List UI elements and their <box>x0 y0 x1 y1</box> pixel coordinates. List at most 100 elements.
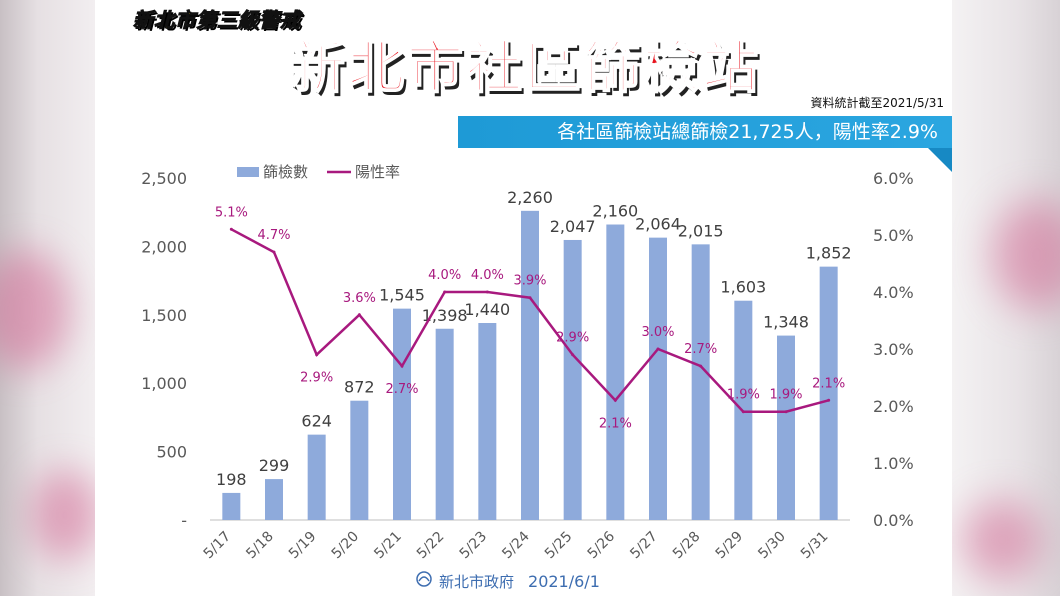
x-tick-label: 5/20 <box>329 529 363 563</box>
right-axis-tick-label: 1.0% <box>873 454 914 473</box>
x-tick-label: 5/21 <box>371 529 405 563</box>
banner-fold-decoration <box>928 148 952 172</box>
line-data-label: 2.7% <box>684 342 717 357</box>
right-axis-tick-label: 0.0% <box>873 511 914 530</box>
legend-line-label: 陽性率 <box>355 163 400 181</box>
bar-data-label: 299 <box>259 456 290 475</box>
bar-data-label: 198 <box>216 470 247 489</box>
left-axis-tick-label: 2,500 <box>141 169 187 188</box>
line-point <box>528 296 532 300</box>
bar-series <box>222 210 838 520</box>
line-point <box>229 227 233 231</box>
org-logo-text: 新北市政府 <box>439 572 515 591</box>
bar-data-label: 2,160 <box>592 202 638 221</box>
left-axis-tick-label: 1,000 <box>141 374 187 393</box>
x-tick-label: 5/17 <box>201 529 235 563</box>
bar <box>819 266 838 520</box>
alert-level-label: 新北市第三級警戒 <box>133 8 301 33</box>
chart-legend: 篩檢數 陽性率 <box>237 163 400 181</box>
bar-data-label: 2,260 <box>507 188 553 207</box>
line-data-label: 2.9% <box>556 331 589 346</box>
bar-data-label: 2,064 <box>635 215 681 234</box>
x-tick-label: 5/23 <box>457 529 491 563</box>
line-series <box>229 227 831 414</box>
line-point <box>272 250 276 254</box>
page-title: 新北市社區篩檢站 <box>288 35 761 102</box>
right-axis-tick-label: 5.0% <box>873 226 914 245</box>
left-axis-tick-label: - <box>181 511 187 530</box>
line-data-label: 3.9% <box>513 274 546 289</box>
bar <box>691 244 710 520</box>
bar <box>222 492 241 520</box>
bar-data-label: 1,440 <box>464 300 510 319</box>
bar-data-label: 872 <box>344 378 375 397</box>
background-right <box>952 0 1060 596</box>
x-tick-label: 5/26 <box>585 528 619 562</box>
left-axis-tick-label: 500 <box>156 443 187 462</box>
x-tick-label: 5/25 <box>542 529 576 563</box>
bar <box>265 479 283 520</box>
line-data-label: 4.7% <box>257 228 290 243</box>
left-axis-tick-label: 1,500 <box>141 306 187 325</box>
line-point <box>315 353 319 357</box>
bar-data-label: 2,047 <box>550 217 596 236</box>
line-point <box>400 364 404 368</box>
bar <box>307 434 326 520</box>
x-axis-tick-labels: 5/17 5/18 5/19 5/20 5/21 5/22 5/23 5/24 5/25 5/26… <box>201 528 832 562</box>
bar <box>777 335 795 520</box>
x-tick-label: 5/29 <box>713 529 747 563</box>
line-data-label: 2.1% <box>812 376 845 391</box>
bar-data-label: 1,348 <box>763 313 809 332</box>
bar <box>521 210 539 520</box>
right-axis-tick-label: 4.0% <box>873 283 914 302</box>
bar-data-label: 1,852 <box>806 244 852 263</box>
line-point <box>784 410 788 414</box>
footer-date: 2021/6/1 <box>528 571 600 591</box>
bar-data-label: 624 <box>301 412 332 431</box>
line-point <box>656 347 660 351</box>
bar-data-label: 2,015 <box>678 221 724 240</box>
bar <box>350 400 369 520</box>
line-data-label: 1.9% <box>769 388 802 403</box>
left-axis-tick-label: 2,000 <box>141 237 187 256</box>
line-data-label: 2.1% <box>599 416 632 431</box>
legend-bar-label: 篩檢數 <box>263 163 308 181</box>
bar-data-labels: 1982996248721,5451,3981,4402,2602,0472,1… <box>216 188 852 489</box>
left-axis: - 500 1,000 1,500 2,000 2,500 <box>141 169 187 530</box>
x-tick-label: 5/19 <box>286 529 320 563</box>
line-point <box>613 398 617 402</box>
summary-banner: 各社區篩檢站總篩檢21,725人，陽性率2.9% <box>458 116 952 148</box>
bar-data-label: 1,603 <box>720 278 766 297</box>
bar <box>563 239 582 520</box>
line-point <box>571 353 575 357</box>
background-left <box>0 0 100 596</box>
line-point <box>357 313 361 317</box>
line-data-label: 2.7% <box>385 382 418 397</box>
x-tick-label: 5/22 <box>414 529 448 563</box>
bar <box>478 323 497 520</box>
x-tick-label: 5/31 <box>798 529 832 563</box>
line-point <box>741 410 745 414</box>
line-data-label: 2.9% <box>300 371 333 386</box>
combo-chart: 篩檢數 陽性率 - 500 1,000 1,500 2,000 2,500 0.0% 1.0… <box>141 163 914 562</box>
line-data-label: 4.0% <box>428 268 461 283</box>
right-axis: 0.0% 1.0% 2.0% 3.0% 4.0% 5.0% 6.0% <box>873 169 914 530</box>
line-data-labels: 5.1% 4.7% 2.9% 3.6% 2.7% 4.0% 4.0% 3.9% 2.9% 2.1%… <box>215 205 845 431</box>
right-axis-tick-label: 3.0% <box>873 340 914 359</box>
right-axis-tick-label: 6.0% <box>873 169 914 188</box>
bar-data-label: 1,545 <box>379 286 425 305</box>
line-point <box>699 364 703 368</box>
line-data-label: 3.6% <box>343 291 376 306</box>
x-tick-label: 5/30 <box>755 529 789 563</box>
x-tick-label: 5/28 <box>670 529 704 563</box>
data-as-of-note: 資料統計截至2021/5/31 <box>810 96 944 110</box>
line-point <box>827 398 831 402</box>
line-point <box>443 290 447 294</box>
line-point <box>485 290 489 294</box>
chart-slide: 新北市第三級警戒 新北市社區篩檢站 資料統計截至2021/5/31 各社區篩檢站… <box>95 0 952 596</box>
x-tick-label: 5/27 <box>627 529 661 563</box>
line-data-label: 1.9% <box>727 388 760 403</box>
city-emblem-icon <box>415 570 433 592</box>
bar <box>649 237 667 520</box>
line-data-label: 3.0% <box>641 325 674 340</box>
